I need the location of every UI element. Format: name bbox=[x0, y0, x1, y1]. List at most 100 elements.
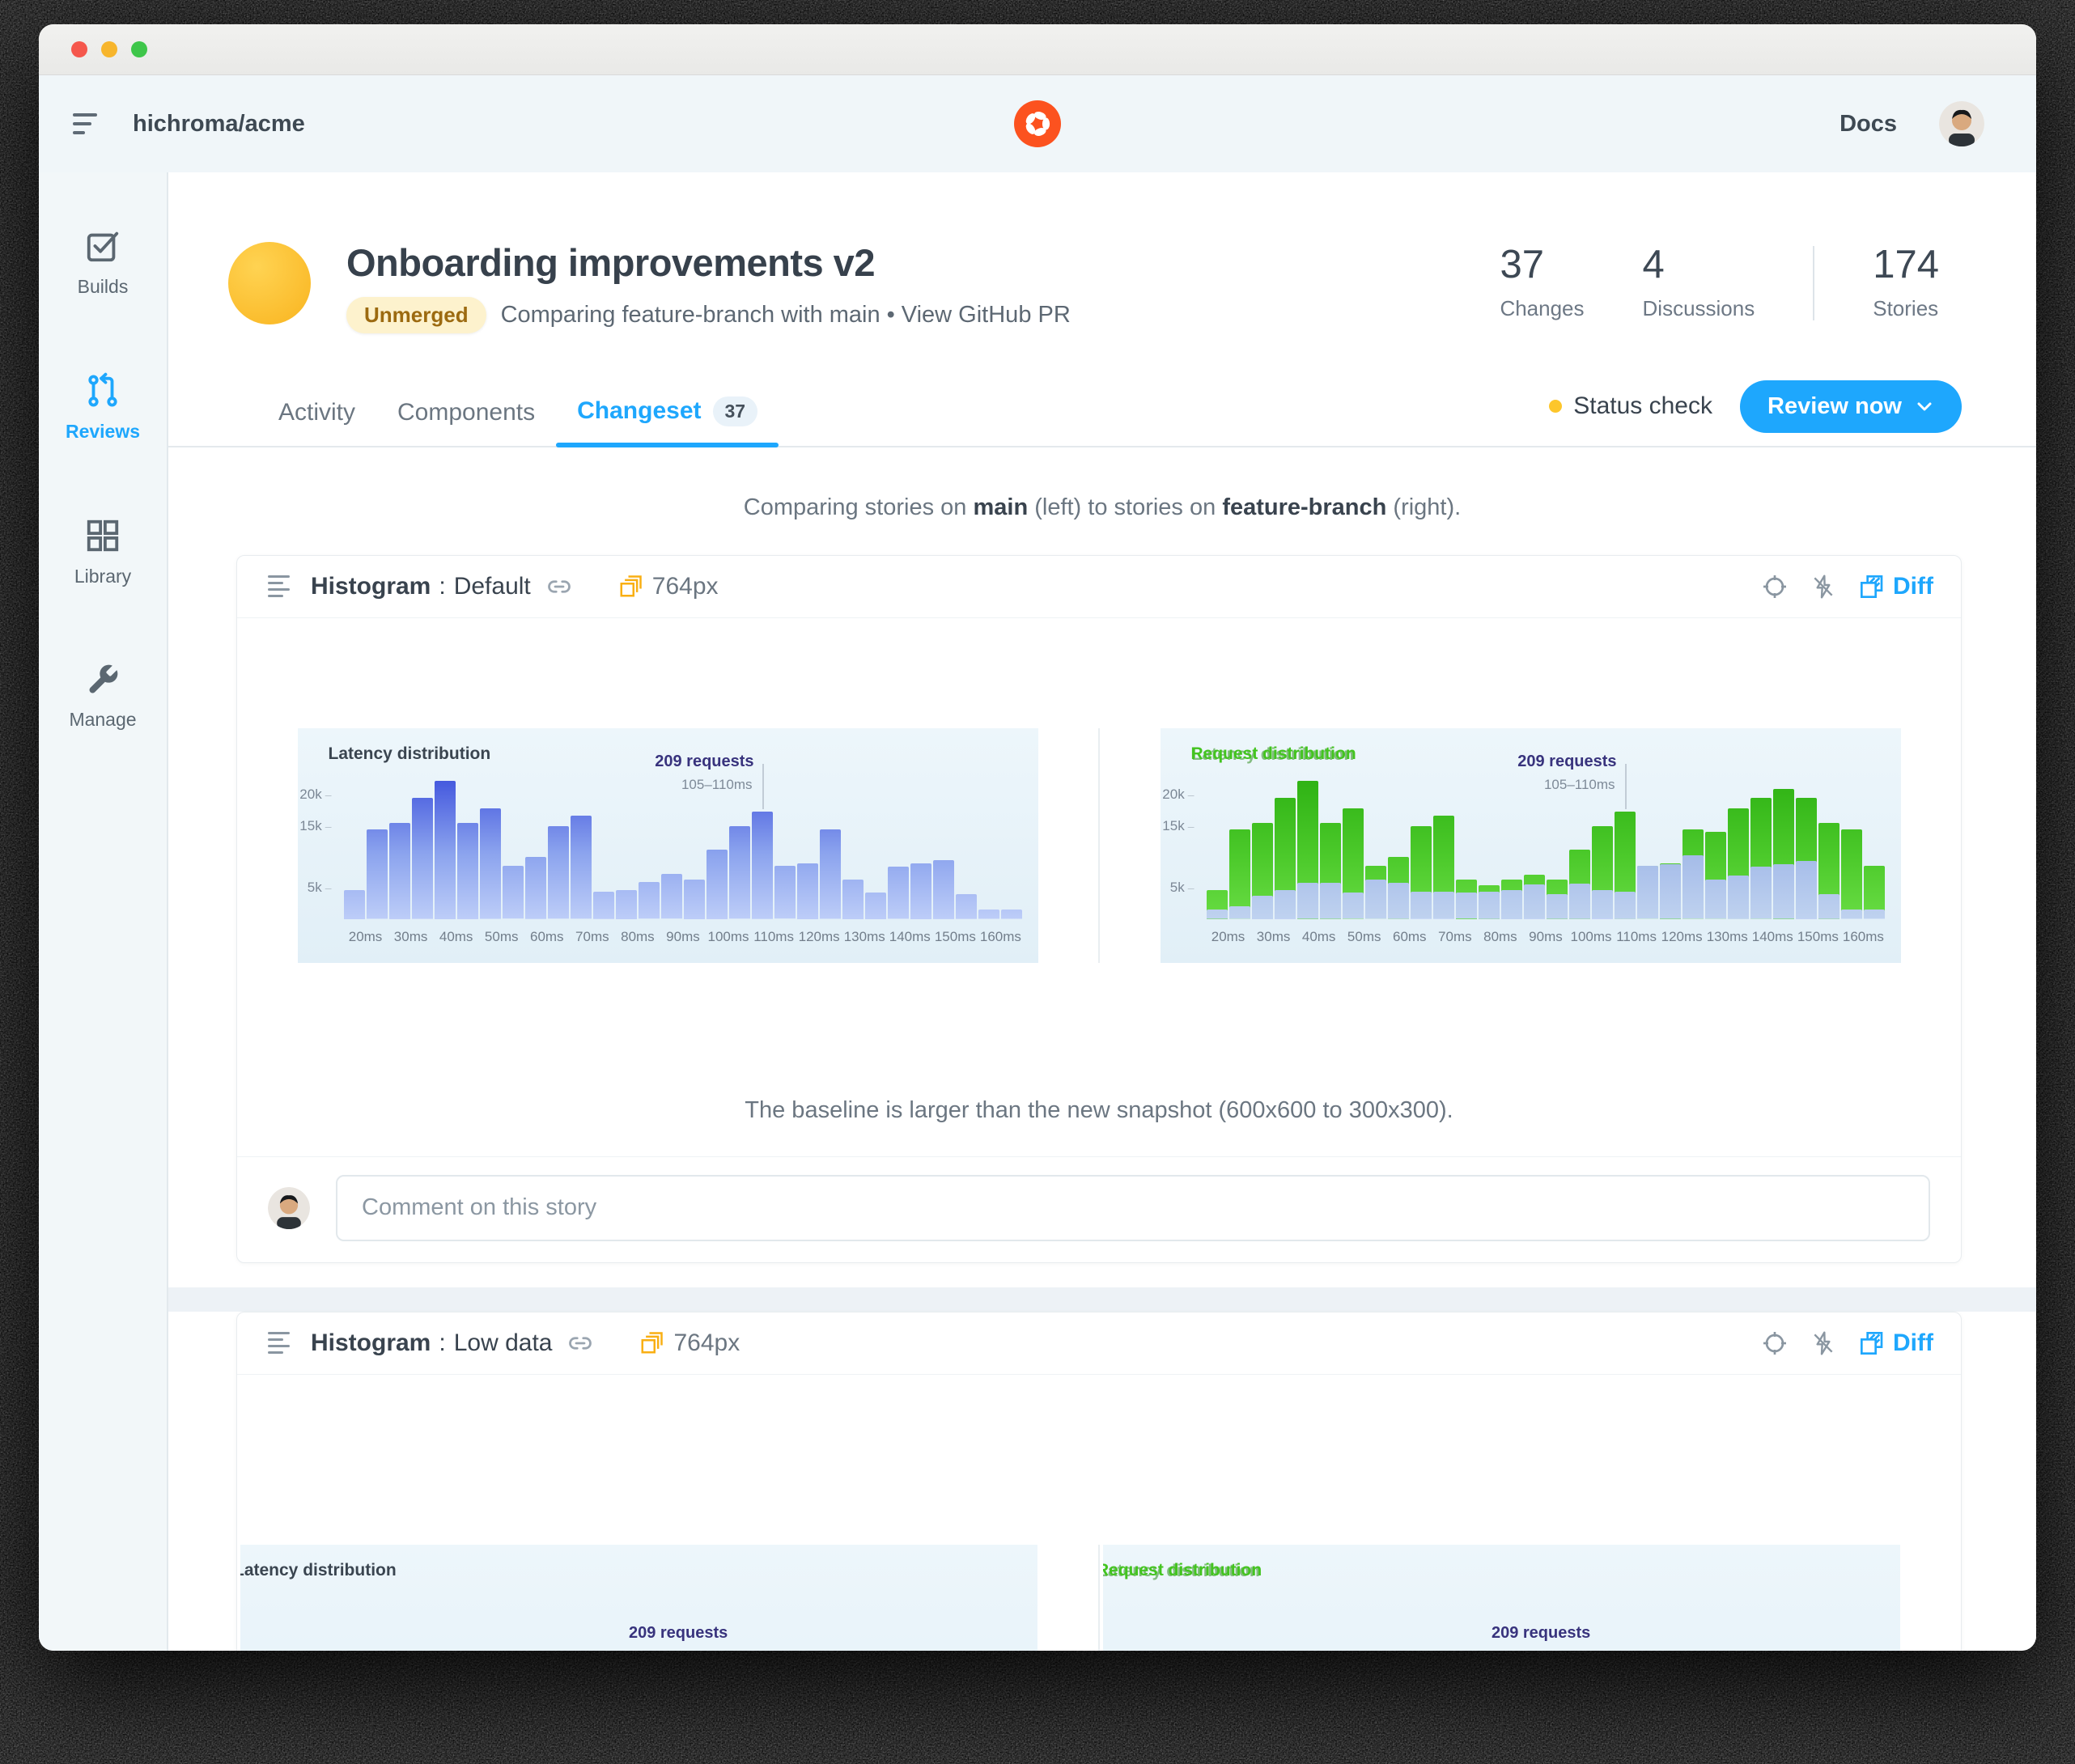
compare-divider bbox=[1098, 1544, 1100, 1651]
x-axis-labels: 20ms 30ms 40ms 50ms 60ms 70ms 80ms 90ms 100ms 110… bbox=[1211, 928, 1884, 944]
builds-check-icon bbox=[87, 231, 119, 262]
tab-components[interactable]: Components bbox=[397, 398, 536, 426]
story-card-low-data: Histogram: Low data 764px bbox=[236, 1311, 1962, 1651]
chevron-down-icon bbox=[1917, 402, 1932, 411]
tab-bar: Activity Components Changeset 37 Status … bbox=[168, 380, 2036, 447]
permalink-icon[interactable] bbox=[568, 1331, 592, 1355]
sidebar: Builds Reviews Library bbox=[39, 172, 168, 1651]
chart-title-diff: Latency distribution Request distribution bbox=[1190, 744, 1356, 764]
histogram-bars bbox=[343, 775, 1024, 919]
y-axis-ticks: 20k15k5k bbox=[1162, 775, 1201, 919]
viewport-stack-icon bbox=[641, 1331, 664, 1354]
sidebar-item-builds[interactable]: Builds bbox=[78, 227, 128, 298]
story-card-default: Histogram: Default 764px bbox=[236, 554, 1962, 1263]
review-now-button[interactable]: Review now bbox=[1740, 380, 1962, 433]
flash-off-icon[interactable] bbox=[1810, 574, 1836, 600]
chart-title: Latency distribution bbox=[240, 1560, 397, 1580]
changeset-zone: Comparing stories on main (left) to stor… bbox=[168, 447, 2036, 1651]
annotation-range: 105–110ms bbox=[1518, 1648, 1589, 1651]
comment-row bbox=[237, 1156, 1961, 1262]
unmerged-badge: Unmerged bbox=[346, 296, 486, 333]
x-axis-labels: 20ms 30ms 40ms 50ms 60ms 70ms 80ms 90ms 100ms 110… bbox=[348, 928, 1021, 944]
status-check[interactable]: Status check bbox=[1549, 392, 1712, 420]
docs-link[interactable]: Docs bbox=[1839, 110, 1897, 137]
build-stats: 37 Changes 4 Discussions 174 Stories bbox=[1500, 245, 1939, 321]
compare-note: Comparing stories on main (left) to stor… bbox=[743, 494, 1462, 520]
story-name: Histogram: Low data bbox=[311, 1329, 553, 1356]
story-menu-icon[interactable] bbox=[268, 575, 290, 598]
changeset-count-badge: 37 bbox=[712, 396, 758, 426]
annotation-range: 105–110ms bbox=[1543, 776, 1615, 792]
permalink-icon[interactable] bbox=[547, 575, 571, 599]
viewport-stack-icon bbox=[620, 575, 642, 597]
snapshot-compare: Latency distribution 209 requests 105–11… bbox=[237, 1375, 1961, 1651]
chart-title: Latency distribution bbox=[328, 744, 491, 763]
viewport-size-button[interactable]: 764px bbox=[618, 573, 719, 600]
build-subtitle: Comparing feature-branch with main • View … bbox=[501, 302, 1071, 329]
diff-toggle[interactable]: Diff bbox=[1859, 573, 1933, 600]
app-header: hichroma/acme Docs bbox=[39, 75, 2036, 172]
page-head: Onboarding improvements v2 Unmerged Comp… bbox=[168, 172, 2036, 333]
build-avatar bbox=[228, 242, 311, 324]
user-avatar bbox=[268, 1186, 310, 1229]
stat-stories: 174 Stories bbox=[1873, 243, 1939, 321]
app-window: hichroma/acme Docs bbox=[39, 24, 2036, 1651]
stat-discussions: 4 Discussions bbox=[1642, 243, 1755, 321]
annotation-label: 209 requests bbox=[655, 752, 754, 770]
story-name: Histogram: Default bbox=[311, 572, 531, 600]
status-dot-icon bbox=[1549, 400, 1563, 413]
breadcrumb-org[interactable]: hichroma/acme bbox=[133, 110, 305, 137]
card-separator bbox=[168, 1287, 2036, 1312]
flash-off-icon[interactable] bbox=[1810, 1330, 1836, 1356]
tab-changeset[interactable]: Changeset 37 bbox=[556, 382, 779, 447]
annotation-label: 209 requests bbox=[1491, 1623, 1591, 1642]
histogram-bars bbox=[1206, 775, 1886, 919]
sidebar-item-reviews[interactable]: Reviews bbox=[66, 372, 140, 443]
annotation-range: 105–110ms bbox=[681, 776, 753, 792]
annotation-line bbox=[1624, 764, 1627, 810]
subtitle-text: Comparing feature-branch with main bbox=[500, 301, 880, 328]
manage-wrench-icon bbox=[89, 664, 118, 693]
story-card-header: Histogram: Low data 764px bbox=[237, 1312, 1961, 1375]
sidebar-item-library[interactable]: Library bbox=[74, 517, 131, 587]
snapshot-baseline[interactable]: Latency distribution 209 requests 105–11… bbox=[240, 1544, 1038, 1651]
annotation-label: 209 requests bbox=[1517, 752, 1617, 770]
annotation-label: 209 requests bbox=[628, 1623, 728, 1642]
chart-title-diff: Latency distribution Request distribution bbox=[1103, 1560, 1262, 1580]
diff-toggle[interactable]: Diff bbox=[1859, 1329, 1933, 1357]
snapshot-new-diff[interactable]: Latency distribution Request distribution… bbox=[1160, 727, 1901, 963]
diff-icon bbox=[1861, 575, 1883, 598]
snapshot-compare: Latency distribution 20k15k5k 209 reques… bbox=[237, 618, 1961, 1068]
stats-divider bbox=[1813, 246, 1815, 320]
bullet: • bbox=[886, 301, 895, 328]
snapshot-new-diff[interactable]: Latency distribution Request distribution… bbox=[1103, 1544, 1900, 1651]
compare-divider bbox=[1098, 727, 1100, 963]
diff-icon bbox=[1861, 1331, 1883, 1355]
reviews-pull-request-icon bbox=[88, 372, 117, 407]
page-title: Onboarding improvements v2 bbox=[346, 241, 875, 284]
close-window-button[interactable] bbox=[71, 41, 87, 57]
annotation-line bbox=[762, 764, 764, 810]
annotation-range: 105–110ms bbox=[656, 1648, 727, 1651]
zoom-window-button[interactable] bbox=[131, 41, 147, 57]
tab-activity[interactable]: Activity bbox=[278, 398, 356, 426]
story-card-header: Histogram: Default 764px bbox=[237, 556, 1961, 618]
library-grid-icon bbox=[87, 519, 119, 552]
main-content: Onboarding improvements v2 Unmerged Comp… bbox=[168, 172, 2036, 1651]
window-titlebar bbox=[39, 24, 2036, 75]
github-pr-link[interactable]: View GitHub PR bbox=[901, 301, 1071, 328]
viewport-size-button[interactable]: 764px bbox=[639, 1329, 740, 1357]
focus-crosshair-icon[interactable] bbox=[1762, 574, 1788, 600]
snapshot-baseline[interactable]: Latency distribution 20k15k5k 209 reques… bbox=[297, 727, 1038, 963]
y-axis-ticks: 20k15k5k bbox=[299, 775, 338, 919]
minimize-window-button[interactable] bbox=[101, 41, 117, 57]
baseline-size-note: The baseline is larger than the new snap… bbox=[745, 1096, 1453, 1123]
focus-crosshair-icon[interactable] bbox=[1762, 1330, 1788, 1356]
chromatic-logo-icon[interactable] bbox=[1014, 100, 1061, 147]
menu-icon[interactable] bbox=[73, 113, 97, 134]
stat-changes: 37 Changes bbox=[1500, 243, 1585, 321]
sidebar-item-manage[interactable]: Manage bbox=[69, 662, 137, 731]
comment-input[interactable] bbox=[336, 1174, 1930, 1241]
user-avatar[interactable] bbox=[1939, 101, 1984, 146]
story-menu-icon[interactable] bbox=[268, 1332, 290, 1355]
